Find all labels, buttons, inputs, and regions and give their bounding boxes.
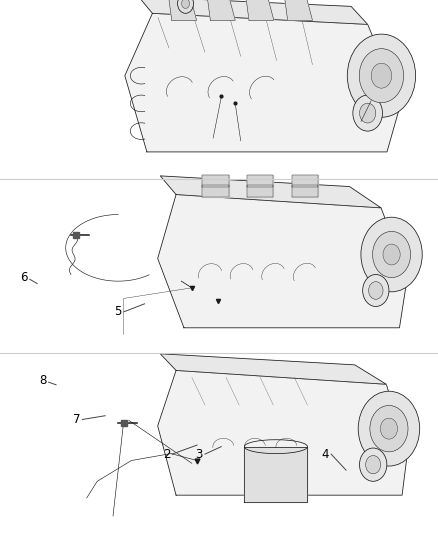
Polygon shape: [208, 0, 235, 20]
Polygon shape: [202, 175, 229, 187]
Polygon shape: [285, 0, 312, 20]
Circle shape: [359, 49, 404, 103]
Polygon shape: [247, 175, 273, 187]
Polygon shape: [158, 370, 407, 495]
Circle shape: [366, 456, 381, 474]
Polygon shape: [292, 185, 318, 197]
Circle shape: [380, 418, 398, 439]
Polygon shape: [158, 195, 407, 328]
Text: 6: 6: [20, 271, 28, 284]
Text: 7: 7: [73, 413, 81, 426]
Polygon shape: [160, 176, 381, 208]
Circle shape: [360, 448, 387, 481]
Circle shape: [373, 231, 410, 278]
Polygon shape: [202, 185, 229, 197]
Circle shape: [371, 63, 392, 88]
Text: 4: 4: [321, 448, 329, 461]
Circle shape: [368, 281, 383, 300]
Polygon shape: [138, 0, 367, 25]
Circle shape: [177, 0, 194, 13]
Text: 3: 3: [196, 448, 203, 461]
Polygon shape: [292, 175, 318, 187]
Circle shape: [347, 34, 416, 117]
Circle shape: [363, 274, 389, 306]
Circle shape: [383, 244, 400, 265]
Text: 2: 2: [162, 448, 170, 461]
Text: 8: 8: [39, 374, 46, 386]
Polygon shape: [125, 13, 401, 152]
Text: 5: 5: [115, 305, 122, 318]
Polygon shape: [244, 447, 307, 502]
Polygon shape: [160, 354, 386, 384]
Circle shape: [361, 217, 422, 292]
Polygon shape: [246, 0, 274, 20]
Polygon shape: [247, 185, 273, 197]
Circle shape: [370, 406, 408, 452]
Circle shape: [360, 103, 376, 123]
Circle shape: [353, 95, 382, 131]
Circle shape: [181, 0, 190, 9]
Circle shape: [358, 391, 420, 466]
Polygon shape: [169, 0, 197, 20]
